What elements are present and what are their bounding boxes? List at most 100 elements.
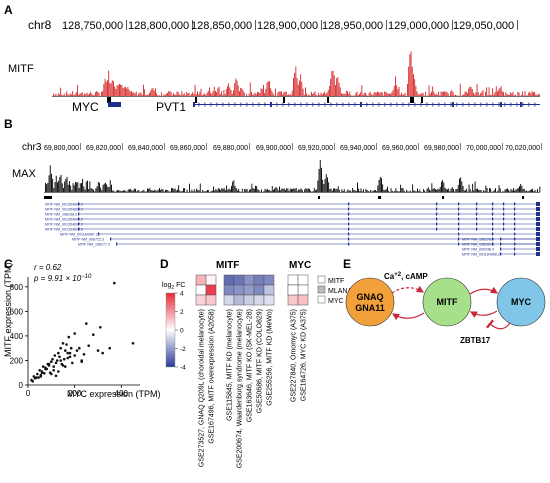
signal-bar [379,176,381,192]
signal-bar [230,90,232,96]
signal-bar [539,94,540,96]
transcript-exon [514,207,516,211]
signal-bar [73,94,75,96]
signal-bar [370,190,372,192]
signal-bar [523,188,525,192]
scatter-points [30,281,135,383]
peak-call-2 [378,196,381,199]
signal-bar [515,94,516,96]
signal-bar [269,81,270,96]
transcript-exon [116,242,118,246]
panel-a-coord-tick-4 [386,20,387,30]
signal-bar [126,88,128,96]
pvt1-strand-mark [221,102,225,107]
signal-bar [58,180,60,192]
signal-bar [202,189,204,192]
scatter-point [36,372,39,376]
scatter-point [52,369,55,372]
signal-bar [135,188,136,192]
signal-bar [137,190,139,192]
signal-bar [107,80,108,96]
pvt1-strand-mark [287,102,291,107]
signal-bar [492,88,494,96]
heatmap-cell [223,274,235,286]
pvt1-strand-mark [461,102,465,107]
signal-bar [337,77,339,96]
panel-d: D MITF MYC log2 FC 420-2-4 MITFMLANAMYC … [160,257,352,468]
panel-a-coord-tick-2 [255,20,256,30]
heatmap-column-label: GSE273527, GNAQ Q209L (choroidal melanoc… [199,309,206,467]
panel-b-coord-tick-1 [122,143,123,150]
signal-bar [87,94,89,96]
signal-bar [70,185,72,192]
signal-bar [371,94,372,96]
signal-bar [530,93,532,96]
scatter-point [66,351,69,355]
signal-bar [488,87,490,96]
heatmap-column-label: GSE167496, MITF overexpression (A2058) [209,309,216,444]
signal-bar [391,92,393,96]
signal-bar [249,189,250,192]
heatmap-cell [253,294,265,306]
heatmap-cell [263,274,275,286]
signal-bar [306,93,308,96]
heatmap-key-label: MLANA [328,288,352,295]
peak-call-1 [318,196,320,199]
transcript-exon [500,237,502,241]
signal-bar [480,190,482,192]
signal-bar [112,190,114,192]
signal-bar [307,95,309,96]
signal-bar [237,85,239,96]
peak-call-3 [442,196,444,199]
signal-bar [328,182,330,192]
transcript-exon [436,222,438,226]
signal-bar [513,188,514,192]
signal-bar [135,91,137,96]
signal-bar [113,81,114,96]
signal-bar [308,94,310,96]
signal-bar [143,189,145,192]
pvt1-strand-mark [431,102,435,107]
signal-bar [414,190,416,192]
signal-bar [409,190,411,192]
gene-pvt1-model [193,102,540,107]
signal-bar [263,191,265,192]
scatter-ytick-label: 400 [10,332,24,341]
panel-a-coord-tick-5 [452,20,453,30]
signal-bar [211,93,213,96]
signal-bar [285,91,287,96]
signal-bar [365,188,367,192]
pvt1-strand-mark [467,102,471,107]
signal-bar [223,188,225,192]
transcript-exon [348,212,350,216]
signal-bar [506,94,508,96]
scatter-ytick-label: 200 [10,356,24,365]
edge-label-ca-camp: Ca+2, cAMP [384,272,428,281]
signal-bar [443,182,445,192]
signal-bar [270,88,272,96]
signal-bar [197,91,198,96]
signal-bar [321,167,322,192]
signal-bar [322,179,324,192]
gene-myc-label: MYC [72,100,99,114]
signal-bar [153,190,154,192]
panel-a-coord-tick-6 [517,20,518,30]
signal-bar [100,187,102,192]
heatmap-key-swatch [317,285,326,294]
signal-bar [403,190,405,192]
signal-bar [443,91,444,96]
signal-bar [296,78,298,96]
signal-bar [470,87,472,96]
transcript-exon [503,227,505,231]
signal-bar [332,70,334,96]
edge-myc-to-mitf [469,310,498,319]
signal-bar [309,188,310,192]
signal-bar [231,185,232,192]
signal-bar [217,188,219,192]
signal-bar [88,189,90,192]
transcript-exon [110,237,112,241]
transcript-exon [503,212,505,216]
signal-bar [287,188,289,192]
panel-b-coordinates: 69,800,000 69,820,000 69,840,000 69,860,000… [44,143,542,152]
pvt1-strand-mark [347,102,351,107]
